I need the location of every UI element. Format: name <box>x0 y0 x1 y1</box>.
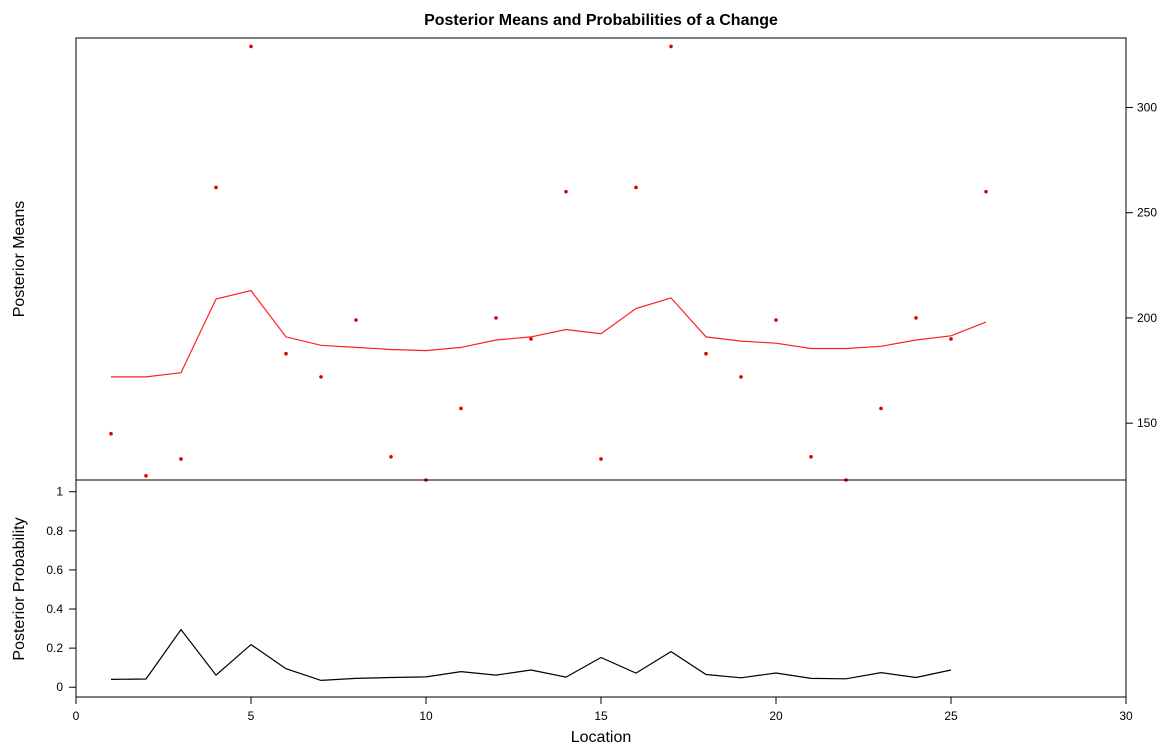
posterior-means-panel: 150 200 250 300 <box>75 37 1157 482</box>
observation-point <box>494 316 498 320</box>
location-axis-title: Location <box>571 729 632 746</box>
x-tick-label: 0 <box>73 709 80 723</box>
x-tick-label: 30 <box>1119 709 1133 723</box>
observation-point <box>109 431 113 436</box>
posterior-means-line <box>111 289 987 378</box>
observation-point <box>634 185 638 190</box>
left-y-tick-label: 0.2 <box>46 641 63 655</box>
chart-title: Posterior Means and Probabilities of a C… <box>424 12 778 29</box>
observation-point <box>389 455 393 459</box>
observation-point <box>809 455 813 459</box>
left-y-tick-label: 0.8 <box>46 524 63 538</box>
observation-point <box>949 337 953 341</box>
x-tick-label: 25 <box>944 709 958 723</box>
observation-point <box>669 44 673 49</box>
observation-point <box>179 457 183 461</box>
left-y-tick-label: 0 <box>56 680 63 694</box>
observation-point <box>459 406 463 411</box>
observation-point <box>529 337 533 341</box>
observation-point <box>774 318 778 322</box>
observation-point <box>214 185 218 190</box>
observation-point <box>564 189 568 194</box>
x-tick-label: 5 <box>248 709 255 723</box>
observation-point <box>284 351 288 356</box>
observation-point <box>704 351 708 356</box>
right-y-tick-label: 250 <box>1137 206 1157 220</box>
observation-point <box>914 316 918 320</box>
observation-point <box>879 406 883 411</box>
observation-point <box>599 457 603 461</box>
x-tick-label: 15 <box>594 709 608 723</box>
left-y-tick-label: 1 <box>56 485 63 499</box>
top-panel-frame <box>75 37 1127 481</box>
bottom-panel-frame <box>75 479 1127 698</box>
posterior-probability-panel: 00.20.40.60.810 5 10 15 20 25 30 <box>46 479 1133 723</box>
observation-point <box>739 375 743 379</box>
posterior-probability-line <box>110 628 952 682</box>
observation-point <box>354 318 358 322</box>
observation-point <box>249 44 253 49</box>
left-y-tick-label: 0.4 <box>46 602 63 616</box>
right-y-tick-label: 150 <box>1137 416 1157 430</box>
x-tick-label: 10 <box>419 709 433 723</box>
observation-point <box>144 473 148 478</box>
right-y-tick-label: 300 <box>1137 100 1157 114</box>
posterior-probability-axis-title: Posterior Probability <box>11 517 28 660</box>
observation-point <box>319 375 323 379</box>
posterior-means-axis-title: Posterior Means <box>11 201 28 318</box>
left-y-tick-label: 0.6 <box>46 563 63 577</box>
observation-point <box>984 189 988 194</box>
right-y-tick-label: 200 <box>1137 311 1157 325</box>
x-tick-label: 20 <box>769 709 783 723</box>
